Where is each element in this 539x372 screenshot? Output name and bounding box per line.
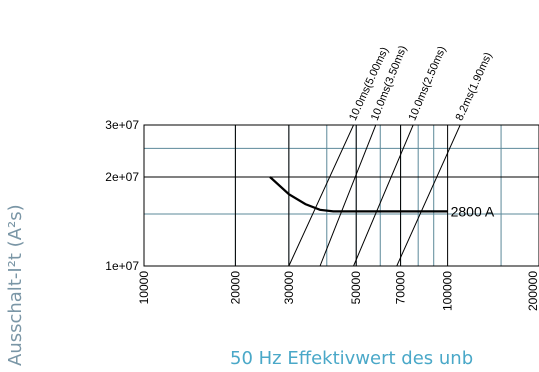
- major-grid: [143, 124, 539, 267]
- x-axis-label: 50 Hz Effektivwert des unb: [230, 348, 474, 369]
- y-tick-label: 3e+07: [105, 118, 139, 132]
- reference-lines: [288, 124, 461, 267]
- x-tick-label: 100000: [441, 271, 455, 311]
- reference-line: [353, 124, 414, 267]
- y-axis-label: Ausschalt-I²t (A²s): [5, 204, 26, 366]
- series-lines: [269, 176, 448, 213]
- x-tick-label: 20000: [228, 271, 242, 305]
- reference-line-label: 10.0ms(2.50ms): [406, 45, 448, 123]
- plot-area-frame: [143, 124, 539, 267]
- series-label: 2800 A: [451, 203, 495, 219]
- y-tick-label: 2e+07: [105, 170, 139, 184]
- y-tick-label: 1e+07: [105, 259, 139, 273]
- minor-grid: [144, 125, 539, 266]
- series-labels: 2800 A: [451, 203, 495, 219]
- reference-line: [396, 124, 461, 267]
- x-tick-labels: 10000 20000 30000 50000 70000 100000 200000: [137, 271, 539, 311]
- x-tick-label: 10000: [137, 271, 151, 305]
- reference-line-label: 8.2ms(1.90ms): [454, 51, 495, 123]
- reference-line: [319, 124, 377, 267]
- x-tick-label: 50000: [349, 271, 363, 305]
- reference-line: [288, 124, 355, 267]
- reference-line-labels: 10.0ms(5.00ms)10.0ms(3.50ms)10.0ms(2.50m…: [347, 44, 495, 123]
- x-tick-label: 30000: [282, 271, 296, 305]
- series-line: [269, 176, 448, 213]
- x-tick-label: 70000: [394, 271, 408, 305]
- y-tick-labels: 1e+07 2e+07 3e+07: [105, 118, 139, 273]
- x-tick-label: 200000: [526, 271, 539, 311]
